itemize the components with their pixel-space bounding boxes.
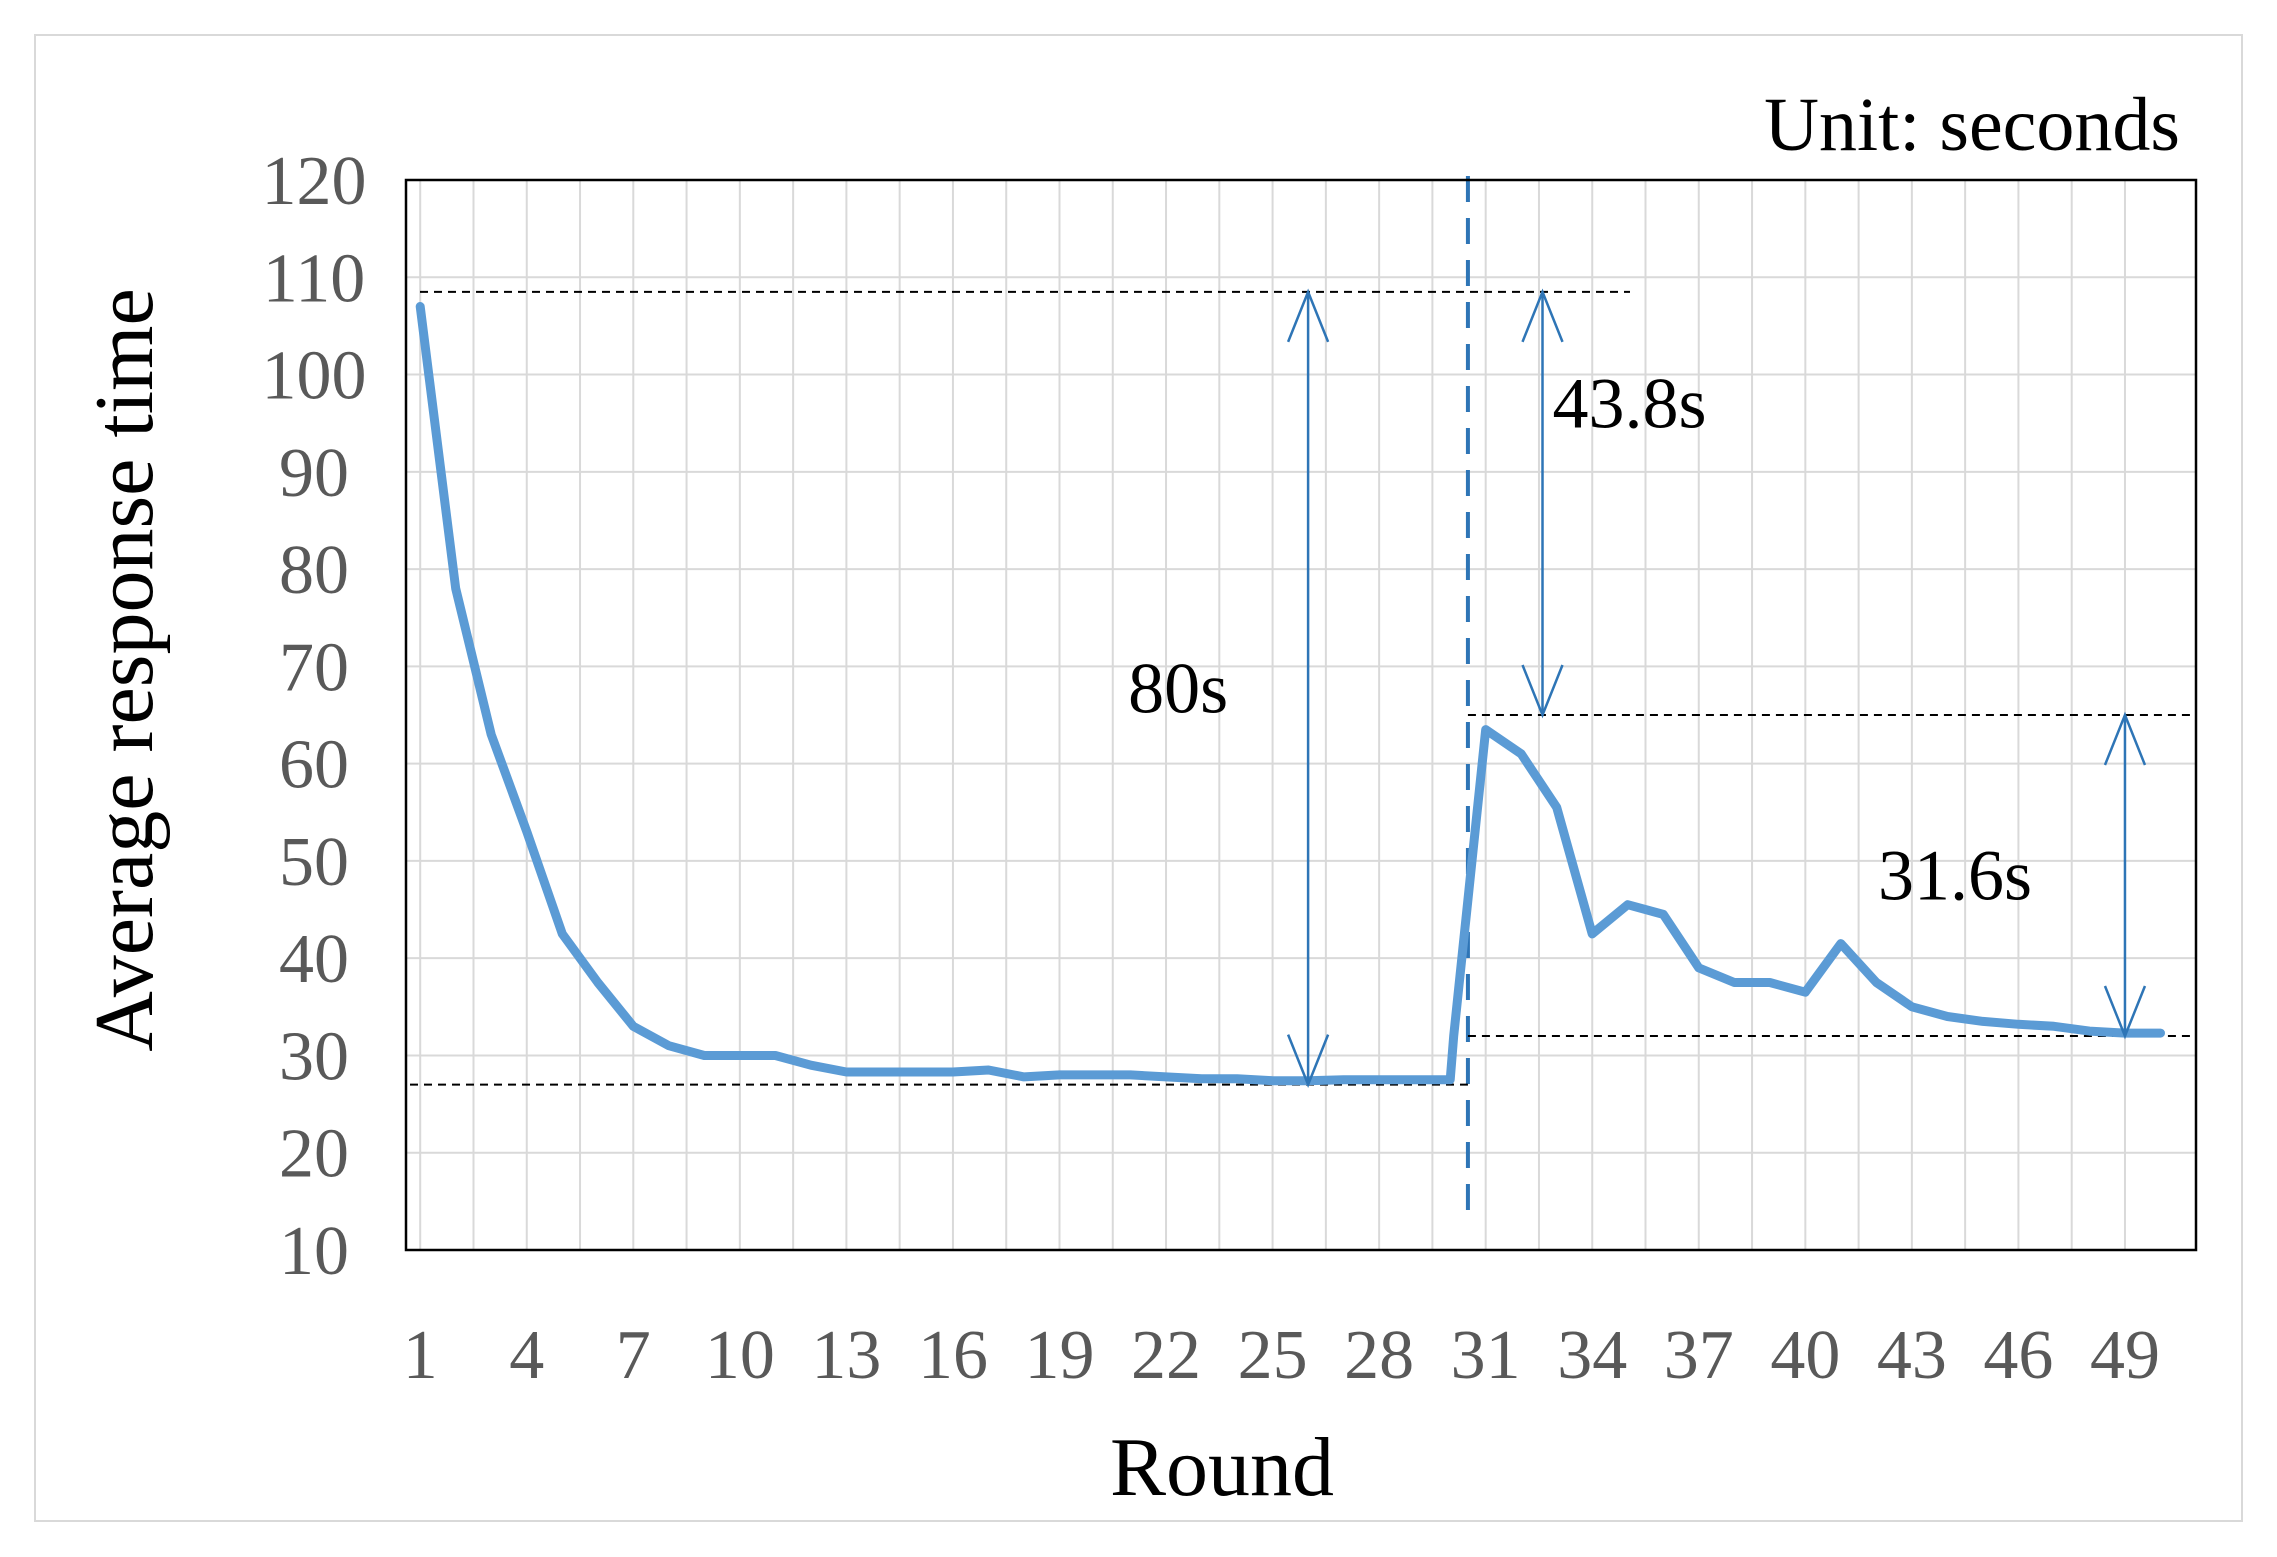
y-tick-label: 120 (262, 143, 367, 220)
annotation-arrowhead-bottom (1286, 1034, 1330, 1089)
y-tick-label: 90 (279, 435, 349, 512)
x-tick-label: 10 (705, 1317, 775, 1394)
annotation-arrowhead-top (1286, 288, 1330, 343)
x-tick-labels: 1 4 7 10 13 16 19 22 25 28 31 34 37 40 43 46 49 (403, 1317, 2160, 1394)
y-tick-label: 50 (279, 824, 349, 901)
y-tick-label: 110 (263, 240, 365, 317)
unit-label: Unit: seconds (1764, 83, 2180, 167)
y-tick-label: 70 (279, 629, 349, 706)
annotation-label: 80s (1128, 648, 1228, 728)
response-time-line (415, 302, 2165, 1086)
x-tick-label: 28 (1344, 1317, 1414, 1394)
y-tick-label: 40 (279, 921, 349, 998)
y-axis-title: Average response time (78, 288, 171, 1051)
x-tick-label: 37 (1664, 1317, 1734, 1394)
x-tick-label: 16 (918, 1317, 988, 1394)
series (415, 302, 2165, 1086)
annotations: 80s 43.8s 31.6s (1128, 288, 2147, 1089)
annotation-label: 31.6s (1878, 836, 2032, 916)
x-tick-label: 43 (1877, 1317, 1947, 1394)
x-tick-label: 22 (1131, 1317, 1201, 1394)
y-tick-labels: 10 20 30 40 50 60 70 80 90 100 110 120 (262, 143, 367, 1290)
x-tick-label: 25 (1238, 1317, 1308, 1394)
x-tick-label: 34 (1557, 1317, 1627, 1394)
x-tick-label: 31 (1451, 1317, 1521, 1394)
x-tick-label: 4 (509, 1317, 544, 1394)
grid (406, 179, 2196, 1251)
x-tick-label: 1 (403, 1317, 438, 1394)
plot-border (404, 178, 2198, 1252)
annotation-arrowhead-top (1521, 288, 1564, 343)
x-tick-label: 7 (616, 1317, 651, 1394)
y-tick-label: 100 (262, 338, 367, 415)
chart-frame (34, 34, 2243, 1522)
annotation-label: 43.8s (1553, 363, 1707, 443)
y-tick-label: 10 (279, 1213, 349, 1290)
annotation-arrowhead-bottom (1521, 664, 1564, 719)
x-tick-label: 40 (1770, 1317, 1840, 1394)
y-tick-label: 60 (279, 727, 349, 804)
annotation-arrowhead-top (2103, 711, 2147, 766)
y-tick-label: 80 (279, 532, 349, 609)
x-tick-label: 13 (811, 1317, 881, 1394)
x-axis-title: Round (1110, 1421, 1334, 1514)
reference-lines (410, 176, 2196, 1220)
x-tick-label: 46 (1983, 1317, 2053, 1394)
annotation-arrowhead-bottom (2103, 985, 2147, 1040)
y-tick-label: 20 (279, 1116, 349, 1193)
x-tick-label: 19 (1024, 1317, 1094, 1394)
x-tick-label: 49 (2090, 1317, 2160, 1394)
y-tick-label: 30 (279, 1018, 349, 1095)
